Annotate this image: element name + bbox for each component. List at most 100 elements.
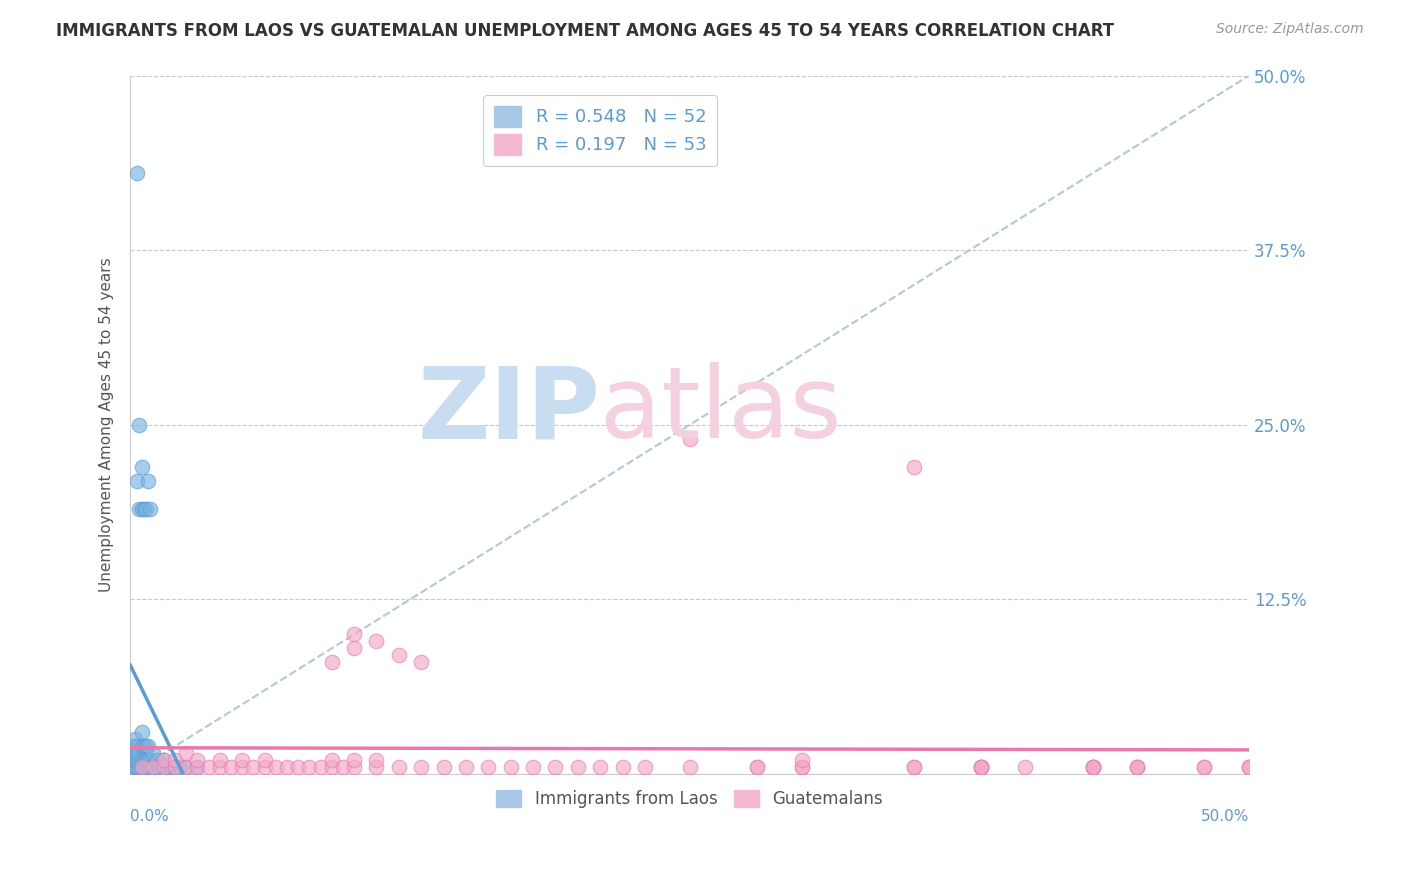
Point: [128, 746, 150, 760]
Point: [131, 501, 153, 516]
Point: [139, 501, 162, 516]
Point: [1081, 760, 1104, 774]
Point: [1081, 760, 1104, 774]
Point: [567, 760, 589, 774]
Point: [132, 739, 155, 754]
Point: [121, 760, 143, 774]
Point: [253, 760, 276, 774]
Point: [745, 760, 768, 774]
Point: [343, 753, 366, 767]
Point: [125, 166, 148, 180]
Point: [136, 739, 159, 754]
Point: [153, 760, 176, 774]
Point: [477, 760, 499, 774]
Text: 0.0%: 0.0%: [131, 809, 169, 824]
Point: [139, 753, 162, 767]
Point: [125, 746, 148, 760]
Point: [135, 739, 157, 754]
Point: [153, 753, 176, 767]
Point: [128, 753, 150, 767]
Point: [231, 753, 253, 767]
Point: [124, 753, 146, 767]
Point: [136, 753, 159, 767]
Point: [125, 739, 148, 754]
Point: [125, 474, 148, 488]
Point: [139, 760, 162, 774]
Point: [165, 753, 187, 767]
Text: Source: ZipAtlas.com: Source: ZipAtlas.com: [1216, 22, 1364, 37]
Point: [146, 753, 169, 767]
Point: [343, 760, 366, 774]
Point: [388, 648, 411, 663]
Point: [366, 753, 388, 767]
Point: [131, 739, 153, 754]
Point: [143, 760, 166, 774]
Point: [159, 760, 181, 774]
Point: [174, 760, 197, 774]
Point: [131, 760, 153, 774]
Point: [679, 432, 702, 446]
Point: [131, 459, 153, 474]
Point: [903, 459, 925, 474]
Point: [169, 760, 191, 774]
Point: [125, 760, 148, 774]
Point: [321, 760, 343, 774]
Point: [332, 760, 354, 774]
Point: [264, 760, 287, 774]
Point: [276, 760, 298, 774]
Point: [125, 753, 148, 767]
Point: [136, 760, 159, 774]
Point: [969, 760, 991, 774]
Point: [903, 760, 925, 774]
Point: [186, 753, 208, 767]
Point: [612, 760, 634, 774]
Point: [153, 760, 176, 774]
Point: [790, 760, 813, 774]
Point: [121, 739, 143, 754]
Point: [208, 753, 231, 767]
Point: [1194, 760, 1216, 774]
Y-axis label: Unemployment Among Ages 45 to 54 years: Unemployment Among Ages 45 to 54 years: [100, 258, 114, 592]
Point: [1126, 760, 1149, 774]
Point: [679, 760, 702, 774]
Point: [124, 760, 146, 774]
Point: [128, 417, 150, 432]
Point: [135, 760, 157, 774]
Point: [411, 656, 433, 670]
Point: [132, 501, 155, 516]
Point: [499, 760, 522, 774]
Point: [136, 474, 159, 488]
Point: [969, 760, 991, 774]
Point: [165, 760, 187, 774]
Text: ZIP: ZIP: [418, 362, 600, 459]
Point: [366, 634, 388, 648]
Point: [124, 746, 146, 760]
Point: [969, 760, 991, 774]
Point: [790, 760, 813, 774]
Point: [186, 760, 208, 774]
Point: [287, 760, 309, 774]
Point: [366, 760, 388, 774]
Text: 50.0%: 50.0%: [1201, 809, 1249, 824]
Point: [186, 760, 208, 774]
Point: [131, 725, 153, 739]
Point: [1237, 760, 1260, 774]
Point: [433, 760, 456, 774]
Point: [309, 760, 332, 774]
Point: [903, 760, 925, 774]
Point: [135, 753, 157, 767]
Point: [128, 501, 150, 516]
Point: [969, 760, 991, 774]
Point: [131, 760, 153, 774]
Point: [343, 641, 366, 656]
Point: [153, 753, 176, 767]
Point: [634, 760, 657, 774]
Point: [745, 760, 768, 774]
Point: [544, 760, 567, 774]
Legend: Immigrants from Laos, Guatemalans: Immigrants from Laos, Guatemalans: [489, 783, 890, 814]
Point: [1126, 760, 1149, 774]
Point: [242, 760, 264, 774]
Point: [135, 501, 157, 516]
Point: [522, 760, 544, 774]
Point: [219, 760, 242, 774]
